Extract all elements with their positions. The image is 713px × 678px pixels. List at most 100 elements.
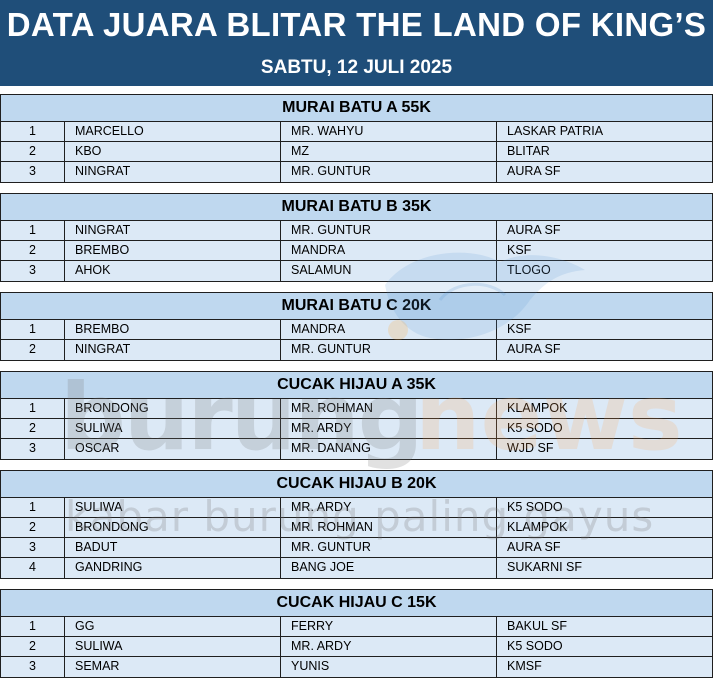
team-cell: KLAMPOK bbox=[507, 520, 568, 534]
result-section: CUCAK HIJAU B 20K 1 SULIWA MR. ARDY K5 SODO 2… bbox=[0, 470, 713, 579]
bird-name-cell: BREMBO bbox=[65, 241, 281, 260]
owner-cell: MR. ROHMAN bbox=[281, 399, 497, 418]
section-title: CUCAK HIJAU B 20K bbox=[1, 471, 712, 498]
team-cell: KSF bbox=[507, 322, 532, 336]
rank-cell: 3 bbox=[1, 439, 65, 459]
owner-cell: MANDRA bbox=[281, 241, 497, 260]
rank-cell: 4 bbox=[1, 558, 65, 578]
owner-cell: SALAMUN bbox=[281, 261, 497, 281]
bird-name-cell: BREMBO bbox=[65, 320, 281, 339]
owner-cell: MR. ARDY bbox=[281, 419, 497, 438]
owner-cell: YUNIS bbox=[281, 657, 497, 677]
table-row: 2 BRONDONG MR. ROHMAN KLAMPOK bbox=[1, 518, 712, 538]
bird-name-cell: NINGRAT bbox=[65, 340, 281, 360]
owner-cell: MR. GUNTUR bbox=[281, 340, 497, 360]
bird-name-cell: MARCELLO bbox=[65, 122, 281, 141]
bird-name-cell: SEMAR bbox=[65, 657, 281, 677]
rank-cell: 3 bbox=[1, 538, 65, 557]
team-cell: K5 SODO bbox=[507, 500, 563, 514]
rank-cell: 2 bbox=[1, 419, 65, 438]
table-row: 2 BREMBO MANDRA KSF bbox=[1, 241, 712, 261]
table-row: 1 BREMBO MANDRA KSF bbox=[1, 320, 712, 340]
bird-name-cell: GANDRING bbox=[65, 558, 281, 578]
table-row: 1 MARCELLO MR. WAHYU LASKAR PATRIA bbox=[1, 122, 712, 142]
owner-cell: FERRY bbox=[281, 617, 497, 636]
section-title: MURAI BATU A 55K bbox=[1, 95, 712, 122]
team-cell: KLAMPOK bbox=[507, 401, 568, 415]
bird-name-cell: BRONDONG bbox=[65, 399, 281, 418]
rank-cell: 1 bbox=[1, 122, 65, 141]
owner-cell: MR. WAHYU bbox=[281, 122, 497, 141]
owner-cell: MR. GUNTUR bbox=[281, 162, 497, 182]
team-cell: KMSF bbox=[507, 659, 542, 673]
header-banner: DATA JUARA BLITAR THE LAND OF KING’S SAB… bbox=[0, 0, 713, 86]
bird-name-cell: BRONDONG bbox=[65, 518, 281, 537]
owner-cell: MR. ROHMAN bbox=[281, 518, 497, 537]
rank-cell: 3 bbox=[1, 162, 65, 182]
bird-name-cell: OSCAR bbox=[65, 439, 281, 459]
rank-cell: 2 bbox=[1, 340, 65, 360]
rank-cell: 1 bbox=[1, 498, 65, 517]
table-row: 2 SULIWA MR. ARDY K5 SODO bbox=[1, 637, 712, 657]
owner-cell: MZ bbox=[281, 142, 497, 161]
team-cell: AURA SF bbox=[507, 342, 561, 356]
team-cell: BAKUL SF bbox=[507, 619, 567, 633]
bird-name-cell: NINGRAT bbox=[65, 162, 281, 182]
team-cell: SUKARNI SF bbox=[507, 560, 583, 574]
owner-cell: MR. GUNTUR bbox=[281, 538, 497, 557]
bird-name-cell: GG bbox=[65, 617, 281, 636]
table-row: 2 SULIWA MR. ARDY K5 SODO bbox=[1, 419, 712, 439]
owner-cell: MANDRA bbox=[281, 320, 497, 339]
team-cell: KSF bbox=[507, 243, 532, 257]
table-row: 1 BRONDONG MR. ROHMAN KLAMPOK bbox=[1, 399, 712, 419]
rank-cell: 1 bbox=[1, 617, 65, 636]
table-row: 2 KBO MZ BLITAR bbox=[1, 142, 712, 162]
page-title: DATA JUARA BLITAR THE LAND OF KING’S bbox=[6, 6, 707, 43]
result-section: MURAI BATU B 35K 1 NINGRAT MR. GUNTUR AURA S… bbox=[0, 193, 713, 282]
table-row: 1 GG FERRY BAKUL SF bbox=[1, 617, 712, 637]
owner-cell: MR. ARDY bbox=[281, 498, 497, 517]
section-title: CUCAK HIJAU C 15K bbox=[1, 590, 712, 617]
table-row: 4 GANDRING BANG JOE SUKARNI SF bbox=[1, 558, 712, 578]
result-section: CUCAK HIJAU A 35K 1 BRONDONG MR. ROHMAN KLAM… bbox=[0, 371, 713, 460]
result-section: CUCAK HIJAU C 15K 1 GG FERRY BAKUL SF 2 SULIWA… bbox=[0, 589, 713, 678]
bird-name-cell: KBO bbox=[65, 142, 281, 161]
rank-cell: 1 bbox=[1, 399, 65, 418]
owner-cell: MR. ARDY bbox=[281, 637, 497, 656]
rank-cell: 2 bbox=[1, 637, 65, 656]
owner-cell: BANG JOE bbox=[281, 558, 497, 578]
table-row: 3 BADUT MR. GUNTUR AURA SF bbox=[1, 538, 712, 558]
rank-cell: 2 bbox=[1, 142, 65, 161]
bird-name-cell: SULIWA bbox=[65, 498, 281, 517]
result-section: MURAI BATU A 55K 1 MARCELLO MR. WAHYU LASKAR… bbox=[0, 94, 713, 183]
table-row: 3 AHOK SALAMUN TLOGO bbox=[1, 261, 712, 281]
section-title: MURAI BATU C 20K bbox=[1, 293, 712, 320]
team-cell: AURA SF bbox=[507, 540, 561, 554]
bird-name-cell: AHOK bbox=[65, 261, 281, 281]
table-row: 3 NINGRAT MR. GUNTUR AURA SF bbox=[1, 162, 712, 182]
bird-name-cell: NINGRAT bbox=[65, 221, 281, 240]
section-title: MURAI BATU B 35K bbox=[1, 194, 712, 221]
table-row: 1 SULIWA MR. ARDY K5 SODO bbox=[1, 498, 712, 518]
team-cell: K5 SODO bbox=[507, 421, 563, 435]
table-row: 3 OSCAR MR. DANANG WJD SF bbox=[1, 439, 712, 459]
team-cell: BLITAR bbox=[507, 144, 550, 158]
team-cell: TLOGO bbox=[507, 263, 551, 277]
rank-cell: 3 bbox=[1, 261, 65, 281]
rank-cell: 1 bbox=[1, 320, 65, 339]
table-row: 2 NINGRAT MR. GUNTUR AURA SF bbox=[1, 340, 712, 360]
team-cell: WJD SF bbox=[507, 441, 554, 455]
team-cell: AURA SF bbox=[507, 223, 561, 237]
rank-cell: 2 bbox=[1, 518, 65, 537]
rank-cell: 3 bbox=[1, 657, 65, 677]
owner-cell: MR. GUNTUR bbox=[281, 221, 497, 240]
event-date: SABTU, 12 JULI 2025 bbox=[260, 57, 453, 78]
section-title: CUCAK HIJAU A 35K bbox=[1, 372, 712, 399]
team-cell: K5 SODO bbox=[507, 639, 563, 653]
owner-cell: MR. DANANG bbox=[281, 439, 497, 459]
team-cell: AURA SF bbox=[507, 164, 561, 178]
bird-name-cell: BADUT bbox=[65, 538, 281, 557]
bird-name-cell: SULIWA bbox=[65, 637, 281, 656]
bird-name-cell: SULIWA bbox=[65, 419, 281, 438]
rank-cell: 1 bbox=[1, 221, 65, 240]
